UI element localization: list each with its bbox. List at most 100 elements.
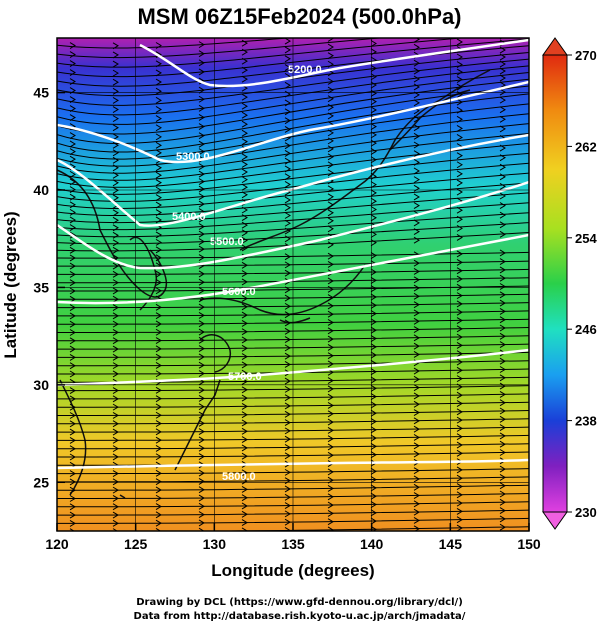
flow-arrow — [284, 327, 291, 335]
streamline — [57, 38, 529, 78]
flow-arrow — [198, 361, 205, 369]
x-tick-label: 140 — [360, 536, 384, 552]
flow-arrow — [69, 519, 76, 527]
flow-arrow — [69, 337, 76, 345]
flow-arrow — [327, 241, 334, 249]
flow-arrow — [155, 494, 162, 502]
flow-arrow — [456, 250, 463, 258]
streamline — [57, 351, 529, 358]
flow-arrow — [112, 445, 119, 453]
flow-arrow — [69, 453, 76, 461]
flow-arrow — [155, 445, 162, 452]
flow-arrow — [69, 445, 76, 453]
flow-arrow — [284, 294, 291, 302]
flow-arrow — [241, 402, 248, 410]
flow-arrow — [456, 68, 463, 76]
flow-arrow — [284, 493, 291, 501]
streamline — [57, 123, 529, 174]
flow-arrow — [327, 526, 334, 531]
flow-arrow — [327, 201, 334, 209]
flow-arrow — [284, 311, 291, 319]
flow-arrow — [198, 519, 205, 527]
flow-arrow — [413, 351, 420, 358]
contour-5500 — [57, 180, 529, 270]
flow-arrow — [198, 123, 205, 130]
flow-arrow — [370, 230, 377, 238]
streamline — [57, 310, 529, 317]
flow-arrow — [155, 209, 162, 216]
flow-arrow — [241, 191, 248, 199]
flow-arrow — [284, 46, 291, 54]
flow-arrow — [198, 238, 205, 245]
flow-arrow — [284, 435, 291, 443]
flow-arrow — [155, 60, 162, 68]
flow-arrow — [155, 164, 162, 172]
flow-arrow — [155, 87, 162, 95]
flow-arrow — [241, 244, 248, 252]
flow-arrow — [327, 443, 334, 451]
flow-arrow — [69, 208, 76, 216]
flow-arrow — [155, 42, 162, 49]
y-axis-ticks: 25 30 35 40 45 — [33, 85, 65, 490]
flow-arrow — [327, 435, 334, 443]
flow-arrow — [284, 212, 291, 219]
flow-arrow — [500, 26, 505, 32]
flow-arrow — [370, 343, 377, 351]
flow-arrow — [413, 467, 420, 475]
flow-arrow — [327, 343, 334, 351]
flow-arrow — [370, 114, 377, 122]
streamline — [57, 103, 529, 160]
streamline — [57, 212, 529, 238]
flow-arrow — [69, 51, 76, 58]
flow-arrow — [155, 486, 162, 494]
flow-arrow — [370, 148, 377, 155]
flow-arrow — [112, 69, 119, 77]
flow-arrow — [112, 503, 119, 511]
flow-arrow — [500, 19, 505, 25]
flow-arrow — [370, 418, 377, 425]
x-axis-ticks: 120 125 130 135 140 145 150 — [45, 523, 541, 552]
flow-arrow — [241, 502, 248, 510]
streamline — [57, 78, 529, 135]
streamline — [57, 426, 529, 433]
flow-arrow — [241, 75, 248, 83]
flow-arrow — [198, 370, 205, 377]
flow-arrow — [198, 178, 205, 186]
flow-arrow — [456, 507, 463, 515]
contour-label: 5300.0 — [176, 151, 210, 163]
flow-arrow — [155, 179, 162, 187]
flow-arrow — [241, 295, 248, 302]
flow-arrow — [112, 436, 119, 444]
flow-arrow — [413, 434, 420, 441]
flow-arrow — [155, 124, 162, 132]
flow-arrow — [413, 236, 420, 244]
y-tick-label: 25 — [33, 474, 49, 490]
flow-arrow — [284, 81, 291, 89]
flow-arrow — [241, 436, 248, 444]
flow-arrow — [370, 476, 377, 484]
streamline — [57, 222, 529, 245]
flow-arrow — [198, 193, 205, 201]
flow-arrow — [499, 291, 506, 299]
flow-arrow — [327, 169, 334, 177]
x-axis-label: Longitude (degrees) — [211, 561, 374, 580]
flow-arrow — [69, 503, 76, 511]
flow-arrow — [456, 466, 463, 474]
flow-arrow — [69, 216, 76, 224]
flow-arrow — [241, 311, 248, 319]
flow-arrow — [456, 333, 463, 341]
colorbar-min-arrow — [542, 511, 568, 530]
flow-arrow — [413, 500, 420, 508]
flow-arrow — [69, 395, 76, 403]
streamline — [57, 38, 467, 68]
y-tick-label: 30 — [33, 377, 49, 393]
flow-arrow — [499, 407, 506, 415]
flow-arrow — [112, 42, 119, 50]
flow-arrow — [112, 279, 119, 287]
flow-arrow — [241, 229, 248, 237]
flow-arrow — [241, 452, 248, 460]
flow-arrow — [413, 99, 420, 107]
streamline — [57, 38, 294, 49]
flow-arrow — [112, 528, 118, 531]
flow-arrow — [198, 320, 205, 328]
